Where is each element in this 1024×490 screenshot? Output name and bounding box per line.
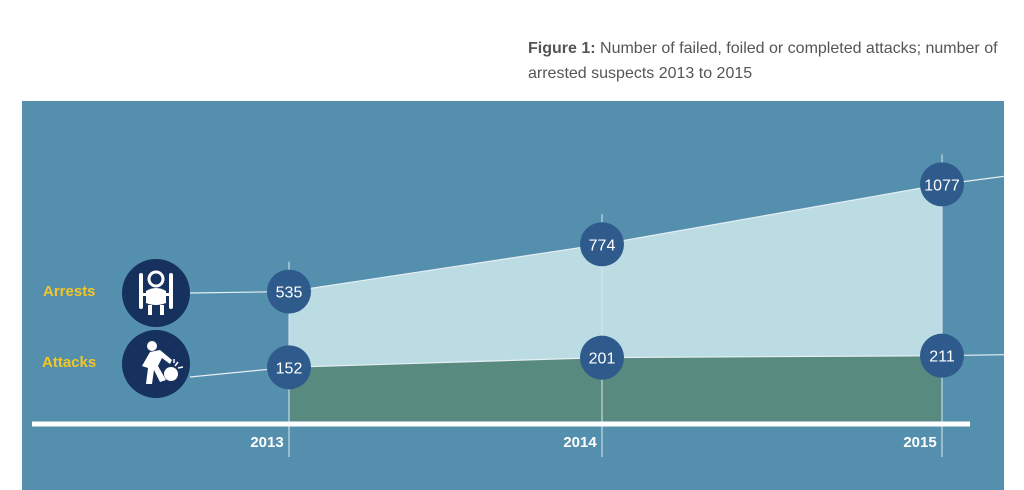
caption-label: Figure 1: (528, 40, 596, 57)
arrests-label: Arrests (43, 283, 96, 300)
attacks-label: Attacks (42, 354, 97, 371)
arrests-marker (920, 162, 964, 207)
arrests-value-label: 535 (276, 285, 303, 302)
area-chart: 535 774 1077 152 201 211 2013 2014 2015 (32, 154, 1004, 457)
arrests-marker (267, 269, 311, 314)
arrests-marker (580, 222, 624, 267)
caption-text: Number of failed, foiled or completed at… (528, 40, 998, 82)
person-throwing-bomb-icon (122, 330, 190, 398)
attacks-marker (580, 335, 624, 380)
x-tick-label: 2014 (563, 434, 597, 451)
attacks-marker (267, 345, 311, 390)
x-tick-label: 2013 (250, 434, 283, 451)
attacks-value-label: 211 (929, 349, 955, 366)
attacks-marker (920, 333, 964, 378)
attacks-value-label: 201 (589, 351, 616, 368)
x-tick-label: 2015 (903, 434, 936, 451)
arrests-value-label: 1077 (924, 177, 960, 194)
attacks-area (289, 355, 942, 421)
figure-caption: Figure 1: Number of failed, foiled or co… (528, 36, 998, 86)
attacks-value-label: 152 (276, 360, 303, 377)
arrests-value-label: 774 (589, 237, 616, 254)
handcuffed-person-icon (122, 259, 190, 327)
chart-panel: 535 774 1077 152 201 211 2013 2014 2015 Arrests … (22, 101, 1004, 490)
